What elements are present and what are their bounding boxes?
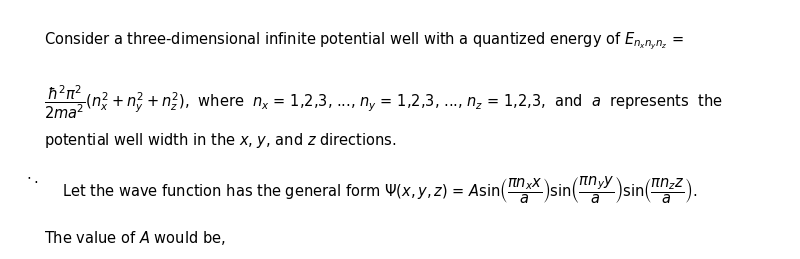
Text: $\dfrac{\hbar^2\pi^2}{2ma^2}(n_x^2 + n_y^2 + n_z^2)$,  where  $n_x$ = 1,2,3, ...: $\dfrac{\hbar^2\pi^2}{2ma^2}(n_x^2 + n_y… <box>44 83 722 121</box>
Text: $\cdot\,$.: $\cdot\,$. <box>26 171 38 186</box>
Text: Let the wave function has the general form $\Psi(x, y, z)$ = $A\sin\!\left(\dfra: Let the wave function has the general fo… <box>62 175 697 206</box>
Text: Consider a three-dimensional infinite potential well with a quantized energy of : Consider a three-dimensional infinite po… <box>44 31 684 52</box>
Text: The value of $A$ would be,: The value of $A$ would be, <box>44 229 226 247</box>
Text: potential well width in the $x$, $y$, and $z$ directions.: potential well width in the $x$, $y$, an… <box>44 131 397 150</box>
